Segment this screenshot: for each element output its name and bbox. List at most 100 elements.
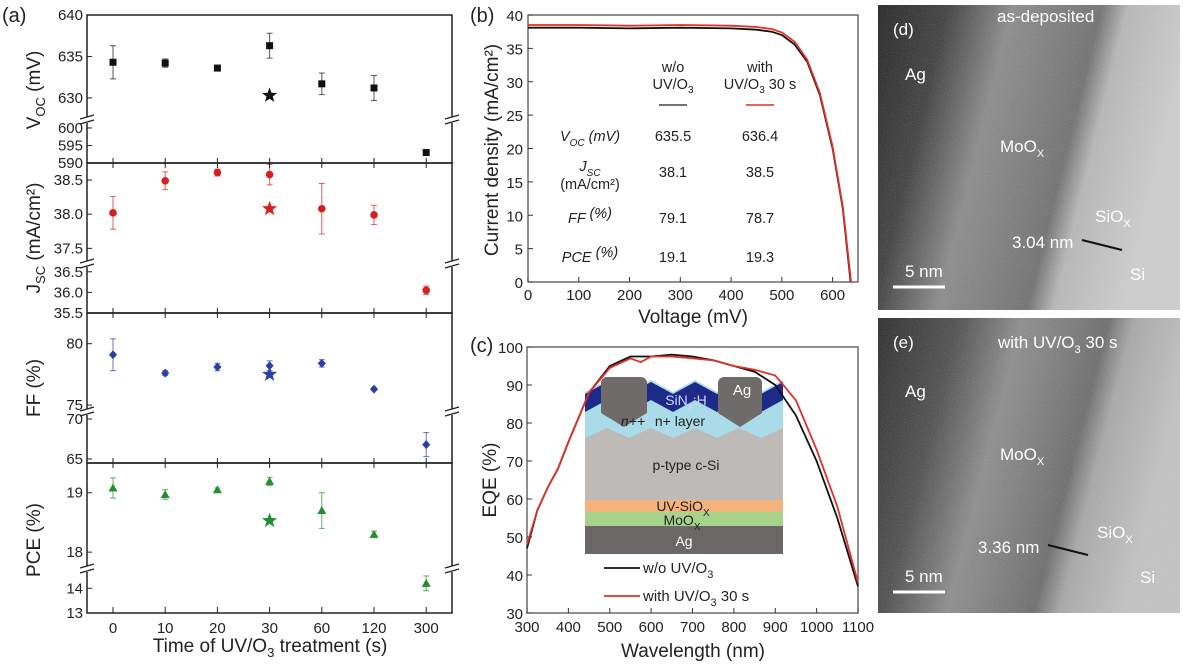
moox-label-sub: X	[1037, 456, 1045, 468]
axis-break-mark	[79, 114, 95, 120]
tem-texture	[878, 318, 1180, 613]
table-header-line2: UV/O3 30 s	[724, 77, 796, 96]
y-tick-label: 30	[506, 606, 523, 623]
table-cell: 79.1	[659, 211, 687, 227]
npp-label: n++	[621, 413, 645, 429]
data-point	[317, 506, 327, 515]
data-point	[109, 58, 117, 66]
x-tick-label: 800	[721, 619, 746, 636]
th-sub: 3	[688, 85, 694, 96]
table-row-label: FF (%)	[568, 206, 612, 227]
y-tick-label: 70	[66, 411, 83, 428]
axis-break-mark	[444, 411, 460, 417]
y-tick-label: 40	[506, 8, 523, 25]
table-row-label-rest: (%)	[585, 206, 612, 222]
axis-break-gap	[81, 409, 93, 415]
x-tick-label: 300	[414, 620, 439, 637]
y-tick-label: 0	[515, 275, 523, 292]
rear-ag-label: Ag	[675, 533, 692, 549]
th-main: UV/O	[652, 77, 687, 93]
axis-break-gap	[446, 409, 458, 415]
thickness-pointer	[1081, 239, 1123, 251]
y-tick-label: 5	[515, 242, 523, 259]
x-tick-label: 900	[763, 619, 788, 636]
x-tick-label: 200	[617, 287, 642, 304]
siox-label-sub: X	[1125, 534, 1133, 546]
y-tick-label: 100	[498, 340, 523, 357]
y-tick-label: 75	[66, 397, 83, 414]
tem-texture	[878, 5, 1180, 310]
star-marker	[262, 200, 278, 216]
table-cell: 636.4	[742, 129, 778, 145]
data-point	[265, 361, 274, 371]
uv-siox-label-sub: X	[703, 508, 710, 519]
x-tick-label: 500	[769, 287, 794, 304]
data-point	[370, 211, 378, 219]
subplot-frame	[86, 312, 453, 464]
uv-siox-layer	[585, 500, 783, 512]
data-point	[109, 350, 117, 360]
table-row-label: PCE (%)	[562, 245, 618, 266]
panel-b-label: (b)	[470, 5, 494, 27]
axis-break-mark	[79, 119, 95, 125]
image-caption-rest: 30 s	[1081, 333, 1118, 352]
y-tick-label: 36.5	[54, 264, 83, 281]
table-cell: 635.5	[655, 129, 691, 145]
sinx-label-main: SiN	[665, 392, 688, 408]
eqe-curve-with	[526, 355, 859, 583]
axis-break-mark	[79, 258, 95, 264]
y-tick-label: 25	[506, 108, 523, 125]
axis-break-gap	[81, 117, 93, 123]
table-row-label: VOC (mV)	[560, 129, 620, 149]
star-marker	[262, 366, 278, 381]
th-sub: 3	[759, 85, 765, 96]
table-row-label-unit: (mA/cm²)	[560, 177, 620, 193]
image-caption: with UV/O3 30 s	[997, 333, 1118, 356]
axis-break-gap	[446, 261, 458, 267]
y-tick-label: 65	[66, 451, 83, 468]
x-axis-title-sub: 3	[267, 645, 274, 660]
data-point	[266, 42, 274, 50]
image-caption-main: with UV/O	[997, 333, 1075, 352]
table-header-line2: UV/O3	[652, 77, 693, 96]
y-tick-label: 35.5	[54, 305, 83, 322]
siox-label-main: SiO	[1095, 207, 1123, 226]
scale-bar-label: 5 nm	[905, 262, 943, 281]
uv-siox-label-main: UV-SiO	[656, 498, 703, 514]
legend-label-main: with UV/O	[642, 588, 711, 605]
legend-label: with UV/O3 30 s	[642, 588, 749, 609]
axis-break-gap	[81, 261, 93, 267]
axis-break-gap	[446, 117, 458, 123]
axis-break-mark	[79, 568, 95, 574]
th-rest: 30 s	[765, 77, 796, 93]
table-cell: 38.1	[659, 165, 687, 181]
image-caption-sub: 3	[1075, 344, 1081, 356]
y-tick-label: 70	[506, 454, 523, 471]
data-point	[421, 578, 431, 587]
table-row-label-main: V	[560, 129, 571, 145]
data-point	[161, 176, 169, 185]
y-axis-title-main: V	[24, 116, 45, 129]
y-tick-label: 13	[66, 605, 83, 622]
x-tick-label: 30	[261, 620, 278, 637]
data-point	[370, 84, 378, 92]
x-tick-label: 600	[639, 619, 664, 636]
thickness-pointer	[1047, 544, 1089, 556]
siox-label: SiOX	[1095, 207, 1131, 230]
panel-c-label: (c)	[470, 335, 493, 357]
y-axis-title-main: FF (%)	[24, 359, 45, 417]
y-axis-title: EQE (%)	[480, 443, 501, 518]
moox-label: MoOX	[663, 512, 700, 533]
y-tick-label: 18	[66, 544, 83, 561]
data-point	[212, 485, 222, 494]
axis-break-gap	[446, 566, 458, 572]
x-axis-title: Voltage (mV)	[638, 307, 748, 328]
data-point	[160, 489, 170, 498]
panel-b: (b) 0 100 200 300 400 500 600 0 5 10 15 20 25 30 35 40 Vo…	[470, 5, 859, 328]
subplot-2: 75 80 65 70 FF (%)	[24, 312, 460, 468]
y-tick-label: 35	[506, 41, 523, 58]
